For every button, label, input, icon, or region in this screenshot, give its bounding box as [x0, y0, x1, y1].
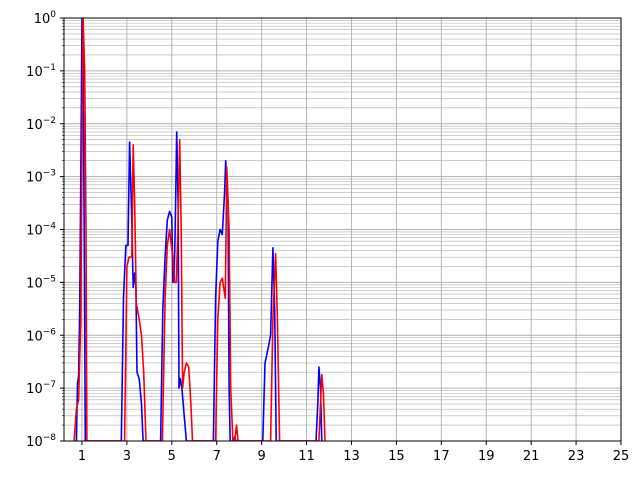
x-tick-label: 1 — [78, 449, 86, 464]
x-tick-label: 11 — [298, 449, 315, 464]
y-tick-label: 10−6 — [26, 327, 56, 344]
y-tick-label: 10−3 — [26, 169, 56, 186]
x-tick-label: 23 — [568, 449, 585, 464]
y-tick-label: 10−8 — [26, 433, 56, 450]
y-tick-label: 100 — [34, 10, 57, 27]
x-tick-label: 15 — [388, 449, 405, 464]
series-line-1 — [75, 18, 323, 441]
x-tick-label: 9 — [258, 449, 266, 464]
x-tick-label: 5 — [168, 449, 176, 464]
x-tick-label: 25 — [613, 449, 630, 464]
y-tick-label: 10−1 — [26, 63, 56, 80]
x-tick-label: 13 — [343, 449, 360, 464]
grid — [64, 17, 622, 442]
x-tick-label: 21 — [523, 449, 540, 464]
series-line-2 — [73, 18, 326, 441]
x-tick-label: 19 — [478, 449, 495, 464]
y-tick-label: 10−2 — [26, 116, 56, 133]
y-tick-label: 10−4 — [26, 222, 56, 239]
y-tick-label: 10−5 — [26, 274, 56, 291]
x-tick-label: 17 — [433, 449, 450, 464]
series-layer — [73, 18, 326, 441]
x-tick-label: 3 — [123, 449, 131, 464]
y-tick-label: 10−7 — [26, 380, 56, 397]
x-tick-label: 7 — [213, 449, 221, 464]
